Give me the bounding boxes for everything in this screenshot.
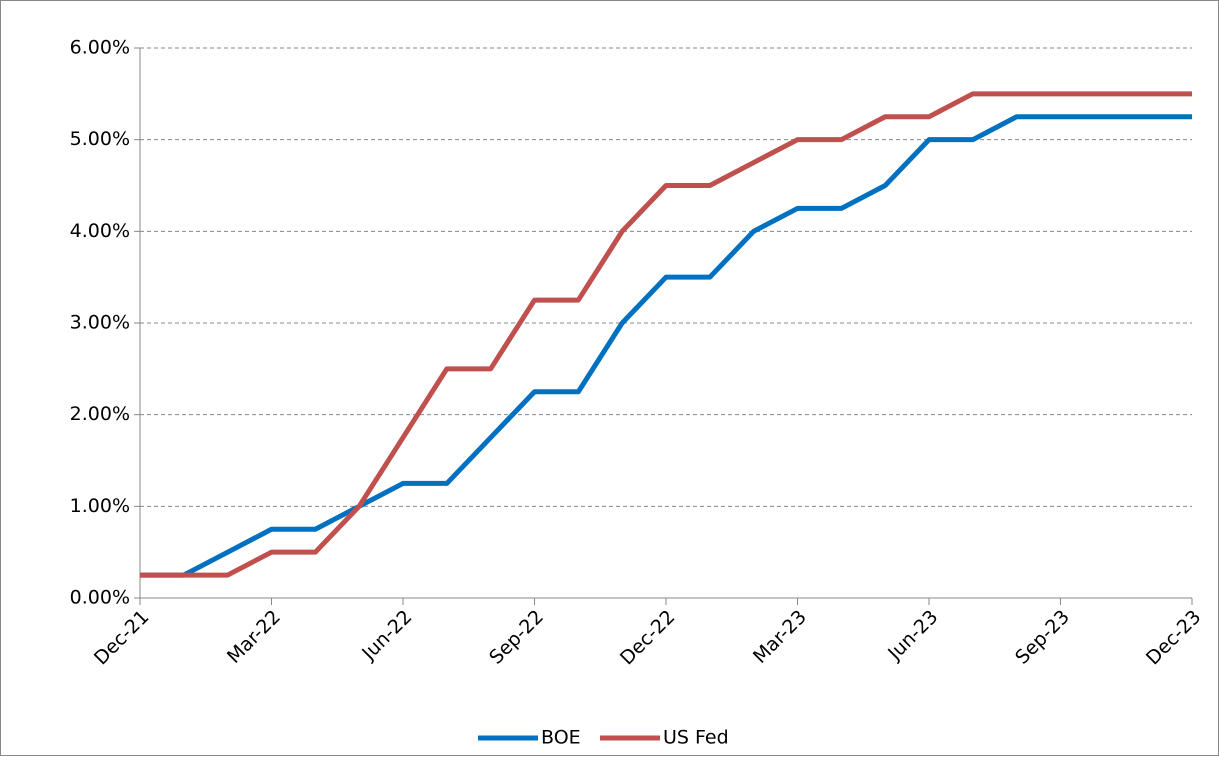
y-tick-label: 6.00% bbox=[70, 37, 130, 59]
y-tick-label: 0.00% bbox=[70, 587, 130, 609]
y-tick-label: 3.00% bbox=[70, 312, 130, 334]
legend-label: BOE bbox=[541, 727, 581, 749]
y-tick-label: 4.00% bbox=[70, 220, 130, 242]
series-line bbox=[140, 91, 1192, 578]
y-tick-label: 5.00% bbox=[70, 128, 130, 150]
y-tick-label: 2.00% bbox=[70, 403, 130, 425]
series-line bbox=[140, 114, 1192, 578]
y-tick-label: 1.00% bbox=[70, 495, 130, 517]
legend-label: US Fed bbox=[663, 727, 729, 749]
